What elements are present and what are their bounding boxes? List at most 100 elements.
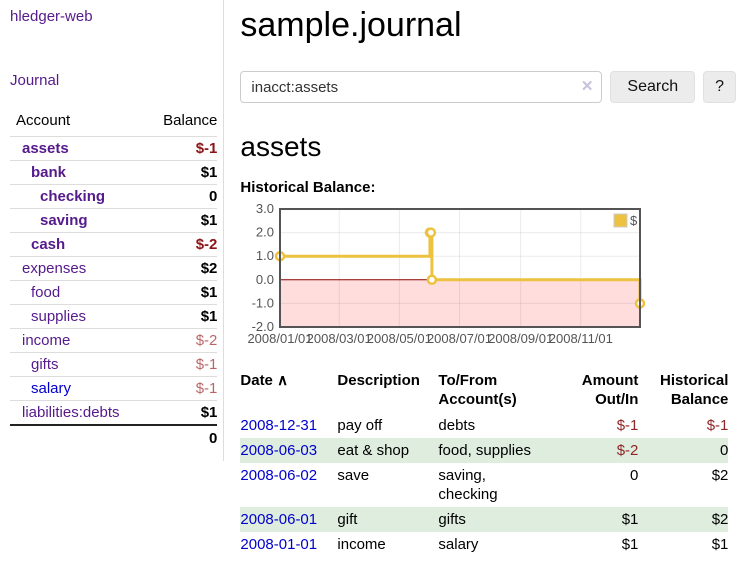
app-title-link[interactable]: hledger-web bbox=[10, 8, 93, 25]
account-link[interactable]: gifts bbox=[31, 356, 59, 373]
account-link[interactable]: expenses bbox=[22, 260, 87, 277]
sidebar-nav: Journal bbox=[10, 72, 217, 90]
sidebar: hledger-web Journal Account Balance asse… bbox=[0, 0, 225, 461]
transaction-date-cell: 2008-06-01 bbox=[240, 507, 337, 532]
account-balance: $-1 bbox=[195, 356, 218, 373]
account-link[interactable]: supplies bbox=[31, 308, 87, 325]
search-form: ✕ Search ? bbox=[240, 71, 736, 103]
svg-text:2008/07/01: 2008/07/01 bbox=[427, 331, 492, 346]
app-title: hledger-web bbox=[10, 8, 217, 26]
clear-search-icon[interactable]: ✕ bbox=[580, 78, 594, 95]
svg-text:2008/09/01: 2008/09/01 bbox=[489, 331, 554, 346]
register-table: Date ∧ Description To/From Account(s) Am… bbox=[240, 369, 729, 557]
transaction-amount: $1 bbox=[621, 536, 639, 553]
svg-text:2008/05/01: 2008/05/01 bbox=[367, 331, 432, 346]
register-row: 2008-06-01 gift gifts $1 $2 bbox=[240, 507, 729, 532]
account-row: cash $-2 bbox=[10, 232, 218, 257]
transaction-accounts: saving, checking bbox=[438, 467, 498, 503]
transaction-date-link[interactable]: 2008-06-01 bbox=[240, 511, 318, 528]
account-balance: 0 bbox=[209, 188, 218, 205]
historical-balance-chart[interactable]: $3.0 2.0 1.0 0.0 -1.0 -2.02008/01/012008/03/0… bbox=[240, 201, 718, 350]
account-name-cell: liabilities:debts bbox=[10, 401, 144, 426]
account-link[interactable]: checking bbox=[40, 188, 106, 205]
transaction-amount: 0 bbox=[630, 467, 639, 484]
amount-column-header: Amount Out/In bbox=[581, 372, 639, 408]
account-link[interactable]: income bbox=[22, 332, 71, 349]
transaction-description: save bbox=[337, 467, 370, 484]
register-header-row: Date ∧ Description To/From Account(s) Am… bbox=[240, 369, 728, 413]
transaction-date-link[interactable]: 2008-01-01 bbox=[240, 536, 318, 553]
description-column-header: Description bbox=[337, 372, 420, 389]
search-input[interactable] bbox=[240, 71, 603, 103]
search-input-wrap: ✕ bbox=[240, 71, 603, 103]
svg-text:3.0: 3.0 bbox=[256, 204, 274, 216]
svg-text:2.0: 2.0 bbox=[256, 225, 274, 240]
balance-column-header-main: Historical Balance bbox=[660, 372, 729, 408]
svg-text:0.0: 0.0 bbox=[256, 272, 274, 287]
svg-text:2008/01/01: 2008/01/01 bbox=[248, 331, 313, 346]
transaction-balance: $2 bbox=[711, 511, 729, 528]
transaction-accounts: gifts bbox=[438, 511, 466, 528]
account-balance: $1 bbox=[200, 404, 218, 421]
transaction-date-link[interactable]: 2008-06-02 bbox=[240, 467, 318, 484]
account-row: saving $1 bbox=[10, 208, 218, 233]
accounts-total-row: 0 bbox=[10, 424, 218, 451]
transaction-description: income bbox=[337, 536, 386, 553]
chart-heading: Historical Balance: bbox=[240, 179, 376, 196]
account-link[interactable]: bank bbox=[31, 164, 67, 181]
accounts-list: assets $-1 bank $1 checking bbox=[10, 136, 218, 426]
account-balance: $-2 bbox=[195, 236, 218, 253]
transaction-date-link[interactable]: 2008-06-03 bbox=[240, 442, 318, 459]
account-link[interactable]: assets bbox=[22, 140, 69, 157]
transaction-description: pay off bbox=[337, 417, 383, 434]
account-name-cell: salary bbox=[10, 377, 144, 401]
sidebar-item-journal[interactable]: Journal bbox=[10, 72, 60, 89]
account-link[interactable]: saving bbox=[40, 212, 88, 229]
accounts-table: Account Balance assets $-1 ban bbox=[10, 108, 218, 451]
account-balance: $2 bbox=[200, 260, 218, 277]
account-balance: $1 bbox=[200, 212, 218, 229]
register-row: 2008-06-02 save saving, checking 0 $2 bbox=[240, 463, 728, 507]
account-balance: $1 bbox=[200, 308, 218, 325]
svg-text:$: $ bbox=[630, 213, 638, 228]
account-row: assets $-1 bbox=[10, 136, 218, 161]
date-column-header[interactable]: Date ∧ bbox=[240, 372, 289, 389]
account-row: food $1 bbox=[10, 280, 218, 305]
accounts-column-header: To/From Account(s) bbox=[438, 372, 517, 408]
account-row: expenses $2 bbox=[10, 256, 218, 281]
account-row: income $-2 bbox=[10, 328, 218, 353]
account-link[interactable]: cash bbox=[31, 236, 66, 253]
account-row: salary $-1 bbox=[10, 376, 218, 401]
transaction-balance: $2 bbox=[711, 467, 729, 484]
search-button[interactable]: Search bbox=[610, 71, 696, 103]
account-balance: $-1 bbox=[195, 140, 218, 157]
transaction-date-link[interactable]: 2008-12-31 bbox=[240, 417, 318, 434]
account-name-cell: expenses bbox=[10, 257, 144, 281]
transaction-balance: 0 bbox=[720, 442, 729, 459]
transaction-accounts: food, supplies bbox=[438, 442, 531, 459]
account-row: gifts $-1 bbox=[10, 352, 218, 377]
transaction-date-cell: 2008-01-01 bbox=[240, 532, 337, 557]
accounts-table-header: Account Balance bbox=[10, 108, 217, 137]
transaction-date-cell: 2008-12-31 bbox=[240, 413, 337, 438]
account-column-header: Account bbox=[16, 112, 71, 129]
transaction-amount: $1 bbox=[621, 511, 639, 528]
svg-text:-2.0: -2.0 bbox=[252, 319, 274, 334]
svg-text:2008/11/01: 2008/11/01 bbox=[549, 331, 613, 346]
transaction-description: eat & shop bbox=[337, 442, 410, 459]
account-row: supplies $1 bbox=[10, 304, 218, 329]
account-link[interactable]: salary bbox=[31, 380, 72, 397]
balance-column-header: Balance bbox=[163, 112, 218, 129]
account-link[interactable]: food bbox=[31, 284, 61, 301]
transaction-date-cell: 2008-06-03 bbox=[240, 438, 337, 463]
current-account-heading: assets bbox=[240, 131, 322, 162]
account-link[interactable]: liabilities:debts bbox=[22, 404, 120, 421]
page-title: sample.journal bbox=[240, 6, 462, 44]
register-rows: 2008-12-31 pay off debts $-1 $-1 2008-06… bbox=[240, 413, 729, 557]
search-help-button[interactable]: ? bbox=[703, 71, 736, 103]
transaction-amount: $-2 bbox=[616, 442, 639, 459]
account-balance: $-1 bbox=[195, 380, 218, 397]
account-name-cell: food bbox=[10, 281, 144, 305]
svg-text:1.0: 1.0 bbox=[256, 248, 274, 263]
